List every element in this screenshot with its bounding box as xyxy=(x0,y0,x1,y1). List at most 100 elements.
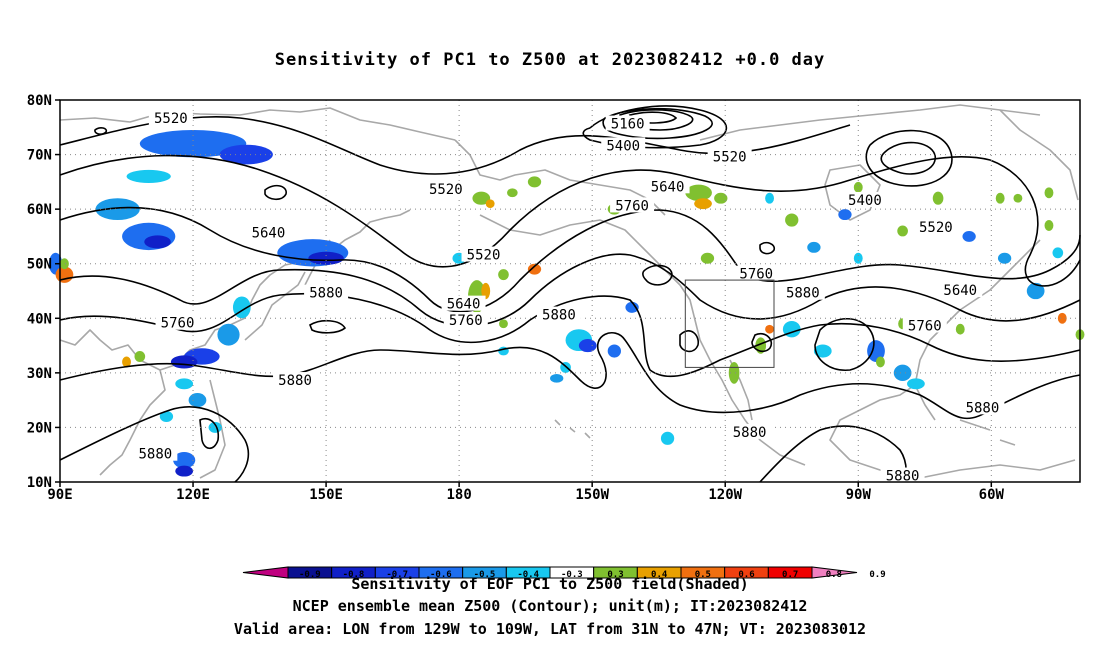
plot-frame xyxy=(59,99,1081,483)
sensitivity-patch xyxy=(472,191,491,205)
lat-tick-label: 20N xyxy=(27,420,52,436)
contour-label-bg xyxy=(842,191,887,207)
sensitivity-patch xyxy=(188,393,207,408)
sensitivity-patch xyxy=(139,130,247,158)
contour-label: 5760 xyxy=(449,313,483,329)
contour-line xyxy=(814,318,875,371)
colorbar: -0.9 -0.8 -0.7 -0.6 -0.5 -0.4 -0.3 0.3 0.4 0.5 0.6… xyxy=(242,566,886,580)
contour-line xyxy=(59,406,250,483)
contour-label-bg xyxy=(441,295,486,311)
colorbar-label: 0.3 xyxy=(607,570,623,580)
lat-tick-label: 40N xyxy=(27,311,52,327)
sensitivity-patch xyxy=(1013,193,1023,203)
contour-label: 5520 xyxy=(154,111,188,127)
sensitivity-patch xyxy=(550,373,564,383)
colorbar-label: -0.9 xyxy=(299,570,321,580)
contour-line xyxy=(94,127,108,135)
contour-label-bg xyxy=(148,110,193,126)
contour-label: 5640 xyxy=(943,283,977,299)
contour-label-bg xyxy=(536,306,581,322)
sensitivity-patch xyxy=(765,192,775,204)
contour-label-bg xyxy=(133,445,178,461)
sensitivity-patch xyxy=(507,188,518,198)
contour-label: 5880 xyxy=(138,447,172,463)
contour-label-bg xyxy=(960,399,1005,415)
sensitivity-patch xyxy=(578,339,597,353)
contour-label-bg xyxy=(461,246,506,262)
sensitivity-patch xyxy=(807,241,821,253)
sensitivity-patch xyxy=(485,199,495,209)
contour-label: 5760 xyxy=(161,316,195,332)
colorbar-label: -0.6 xyxy=(430,570,452,580)
contour-line xyxy=(880,141,936,175)
contour-label: 5640 xyxy=(651,179,685,195)
colorbar-label: -0.4 xyxy=(517,570,539,580)
sensitivity-patch xyxy=(126,169,171,183)
sensitivity-patch xyxy=(765,324,775,334)
contour-line xyxy=(642,264,673,286)
lat-tick-label: 30N xyxy=(27,366,52,382)
sensitivity-patch xyxy=(175,378,194,390)
colorbar-label: 0.6 xyxy=(738,570,754,580)
caption-valid-area: Valid area: LON from 129W to 109W, LAT f… xyxy=(233,620,867,638)
sensitivity-patch xyxy=(838,209,852,221)
contour-line xyxy=(59,206,1081,313)
colorbar-label: 0.8 xyxy=(826,570,842,580)
colorbar-label: -0.5 xyxy=(474,570,496,580)
sensitivity-patch xyxy=(907,378,925,390)
valid-area-box xyxy=(684,279,775,368)
contour-line xyxy=(865,129,953,187)
lon-tick-label: 90E xyxy=(47,487,72,503)
lat-tick-label: 50N xyxy=(27,257,52,273)
contour-line xyxy=(264,184,287,201)
contour-label-bg xyxy=(913,219,958,235)
contour-label: 5880 xyxy=(733,425,767,441)
sensitivity-patch xyxy=(660,431,675,445)
contour-label-bg xyxy=(780,284,825,300)
contour-label-bg xyxy=(601,137,646,153)
contour-label-bg xyxy=(727,423,772,439)
sensitivity-patch xyxy=(694,198,712,210)
contour-label-bg xyxy=(304,284,349,300)
contour-label: 5400 xyxy=(848,193,882,209)
sensitivity-patch xyxy=(173,451,196,469)
contour-label-bg xyxy=(246,224,291,240)
sensitivity-patch xyxy=(813,344,832,358)
contour-label: 5880 xyxy=(886,469,920,485)
sensitivity-patch xyxy=(499,319,508,329)
contour-label-bg xyxy=(645,178,690,194)
contour-label-bg xyxy=(902,317,947,333)
sensitivity-patch xyxy=(876,356,885,368)
sensitivity-patch xyxy=(134,351,146,362)
caption-shaded: Sensitivity of EOF PC1 to Z500 field(Sha… xyxy=(351,575,749,593)
contour-line xyxy=(582,105,728,149)
lon-tick-label: 120W xyxy=(708,487,742,503)
sensitivity-patch xyxy=(1057,312,1067,324)
sensitivity-patch xyxy=(60,258,69,270)
contour-label-bg xyxy=(610,197,655,213)
sensitivity-patch xyxy=(122,356,131,368)
contour-line xyxy=(309,319,347,334)
colorbar-label: 0.9 xyxy=(869,570,885,580)
contour-label-bg xyxy=(443,312,488,328)
contour-label: 5880 xyxy=(278,373,312,389)
contour-label: 5880 xyxy=(786,286,820,302)
contour-line xyxy=(199,418,220,450)
sensitivity-patch xyxy=(685,184,712,201)
lat-tick-label: 70N xyxy=(27,148,52,164)
contour-line xyxy=(59,292,1081,378)
contour-line xyxy=(679,330,700,353)
contour-label-bg xyxy=(707,148,752,164)
lon-tick-label: 180 xyxy=(446,487,471,503)
contour-label-bg xyxy=(423,181,468,197)
sensitivity-patch xyxy=(481,282,491,300)
sensitivity-patch xyxy=(144,235,171,249)
sensitivity-patch xyxy=(170,355,198,369)
sensitivity-patch xyxy=(217,323,240,346)
colorbar-label: -0.3 xyxy=(561,570,583,580)
sensitivity-patch xyxy=(893,364,912,382)
sensitivity-patch xyxy=(1052,247,1064,259)
contour-line xyxy=(759,242,776,255)
valid-area-rect xyxy=(684,279,775,368)
